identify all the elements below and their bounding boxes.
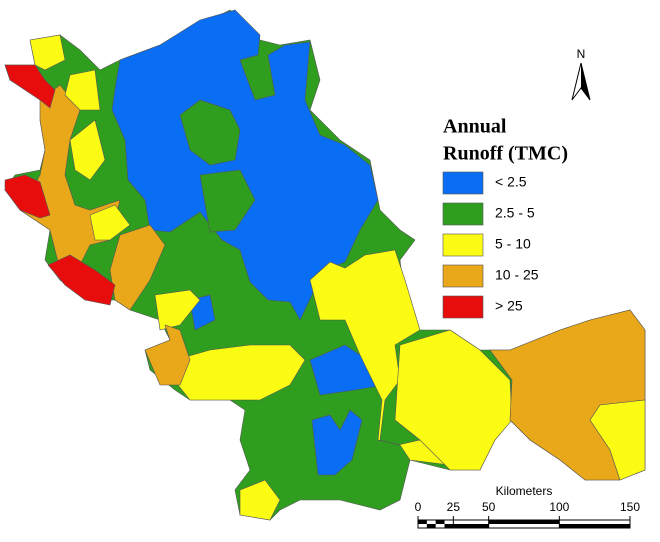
region	[154, 289, 201, 331]
legend-label: 2.5 - 5	[495, 205, 535, 221]
region	[199, 169, 256, 233]
region	[589, 399, 646, 481]
scale-segment	[444, 524, 454, 528]
region	[309, 249, 451, 466]
scale-unit: Kilometers	[496, 484, 553, 498]
legend-swatch	[442, 264, 484, 288]
legend-swatch	[442, 202, 484, 226]
scale-tick-label: 25	[447, 500, 461, 514]
scale-segment	[435, 520, 445, 524]
scale-segment	[418, 520, 427, 524]
scale-segment	[559, 524, 630, 528]
region	[174, 344, 306, 401]
scale-tick-label: 100	[549, 500, 569, 514]
region	[89, 204, 131, 241]
legend-label: > 25	[495, 298, 523, 314]
region	[4, 174, 51, 219]
region	[144, 324, 191, 386]
scale-tick-label: 50	[482, 500, 496, 514]
scale-segment	[453, 524, 489, 528]
scale-tick-label: 150	[620, 500, 640, 514]
legend-swatch	[442, 295, 484, 319]
scale-segment	[488, 520, 560, 524]
region	[64, 69, 101, 111]
region	[311, 409, 363, 476]
region	[69, 119, 106, 181]
region	[4, 64, 56, 109]
north-arrow-half	[581, 63, 590, 100]
region	[109, 224, 166, 311]
legend: Annual Runoff (TMC) < 2.5 2.5 - 5 5 - 10 10 -…	[442, 116, 568, 319]
legend-title: Annual	[443, 116, 507, 138]
region	[179, 99, 241, 166]
scale-tick-label: 0	[415, 500, 422, 514]
legend-label: < 2.5	[495, 174, 527, 190]
legend-label: 5 - 10	[495, 236, 531, 252]
region	[394, 329, 513, 471]
north-label: N	[577, 47, 586, 61]
legend-label: 10 - 25	[495, 267, 539, 283]
region	[47, 254, 116, 306]
legend-swatch	[442, 171, 484, 195]
region	[239, 479, 281, 521]
scale-bar: Kilometers 0 25 50 100 150	[415, 484, 640, 529]
regions	[4, 9, 646, 521]
north-arrow: N	[571, 47, 591, 101]
region	[29, 34, 66, 71]
legend-title: Runoff (TMC)	[443, 143, 568, 165]
scale-segment	[426, 524, 436, 528]
legend-swatch	[442, 233, 484, 257]
